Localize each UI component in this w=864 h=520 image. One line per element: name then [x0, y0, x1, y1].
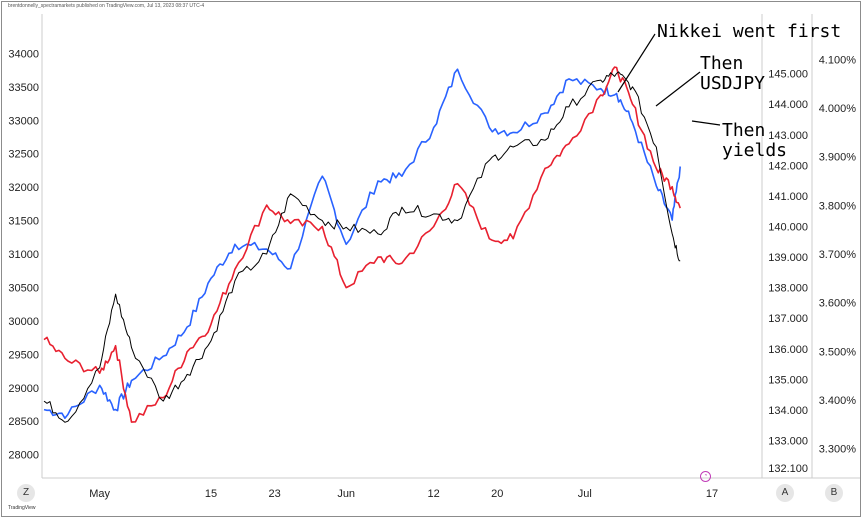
y-left-tick-label: 29000 — [8, 383, 39, 395]
y-mid-tick-label: 145.000 — [768, 69, 808, 81]
pointer-yields — [691, 120, 721, 126]
y-right-tick-label: 3.400% — [819, 395, 857, 407]
y-left-tick-label: 33000 — [8, 115, 39, 127]
y-mid-tick-label: 135.000 — [768, 374, 808, 386]
pointer-nikkei — [617, 33, 656, 93]
annotation-pointers — [617, 33, 721, 126]
y-right-tick-label: 3.800% — [819, 200, 857, 212]
y-mid-tick-label: 144.000 — [768, 99, 808, 111]
y-left-tick-label: 33500 — [8, 82, 39, 94]
annotation-yields-line2: yields — [722, 140, 787, 161]
y-left-tick-label: 32500 — [8, 149, 39, 161]
series-line-nikkei — [43, 71, 681, 423]
annotations: Nikkei went first Then USDJPY Then yield… — [657, 21, 841, 161]
y-axis-right: 4.100% 4.000% 3.900% 3.800% 3.700% 3.600% 3.50… — [819, 54, 857, 455]
y-left-tick-label: 28000 — [8, 450, 39, 462]
x-tick-label: 23 — [268, 488, 280, 500]
x-tick-label: May — [89, 488, 110, 500]
pointer-usdjpy — [655, 71, 701, 107]
y-mid-tick-label: 138.000 — [768, 283, 808, 295]
y-right-tick-label: 4.100% — [819, 54, 857, 66]
y-mid-tick-label: 139.000 — [768, 252, 808, 264]
x-tick-label: 17 — [706, 488, 718, 500]
annotation-usdjpy-line1: Then — [700, 53, 743, 74]
reset-zoom-button[interactable]: Z — [17, 484, 35, 502]
series-line-us-10y-yields — [43, 68, 681, 420]
y-mid-tick-label: 134.000 — [768, 405, 808, 417]
y-left-tick-label: 29500 — [8, 349, 39, 361]
tradingview-logo: TradingView — [8, 505, 36, 511]
x-tick-label: 20 — [491, 488, 503, 500]
y-left-tick-label: 31500 — [8, 216, 39, 228]
y-left-tick-label: 28500 — [8, 416, 39, 428]
y-mid-tick-label: 133.000 — [768, 435, 808, 447]
annotation-nikkei: Nikkei went first — [657, 21, 841, 42]
y-mid-tick-label: 136.000 — [768, 344, 808, 356]
y-right-tick-label: 3.600% — [819, 298, 857, 310]
y-right-tick-label: 3.300% — [819, 444, 857, 456]
y-right-tick-label: 3.500% — [819, 346, 857, 358]
publisher-line: brentdonnelly_spectramarkets published o… — [8, 3, 205, 9]
y-right-tick-label: 3.700% — [819, 249, 857, 261]
scale-b-button[interactable]: B — [825, 484, 843, 502]
series-line-usdjpy — [43, 66, 681, 423]
y-mid-tick-label: 142.000 — [768, 160, 808, 172]
y-mid-tick-label: 143.000 — [768, 130, 808, 142]
annotation-usdjpy-line2: USDJPY — [700, 73, 765, 94]
y-mid-tick-label: 140.000 — [768, 221, 808, 233]
y-axis-left: 34000 33500 33000 32500 32000 31500 31000 30500… — [8, 48, 39, 461]
x-tick-label: 15 — [205, 488, 217, 500]
y-right-tick-label: 4.000% — [819, 103, 857, 115]
y-left-tick-label: 31000 — [8, 249, 39, 261]
y-mid-tick-label: 141.000 — [768, 191, 808, 203]
y-left-tick-label: 30000 — [8, 316, 39, 328]
annotation-yields-line1: Then — [722, 120, 765, 141]
y-mid-tick-label: 137.000 — [768, 313, 808, 325]
alert-icon[interactable]: ◔ — [700, 471, 711, 482]
y-left-tick-label: 30500 — [8, 282, 39, 294]
y-left-tick-label: 34000 — [8, 48, 39, 60]
x-axis: May 15 23 Jun 12 20 Jul 17 — [89, 488, 718, 500]
x-tick-label: Jun — [337, 488, 355, 500]
y-axis-middle: 145.000 144.000 143.000 142.000 141.000 140.0… — [768, 69, 808, 475]
auto-scale-button[interactable]: A — [776, 484, 794, 502]
y-mid-tick-label: 132.100 — [768, 463, 808, 475]
x-tick-label: 12 — [428, 488, 440, 500]
y-right-tick-label: 3.900% — [819, 152, 857, 164]
y-left-tick-label: 32000 — [8, 182, 39, 194]
x-tick-label: Jul — [578, 488, 592, 500]
series-group — [43, 66, 681, 423]
